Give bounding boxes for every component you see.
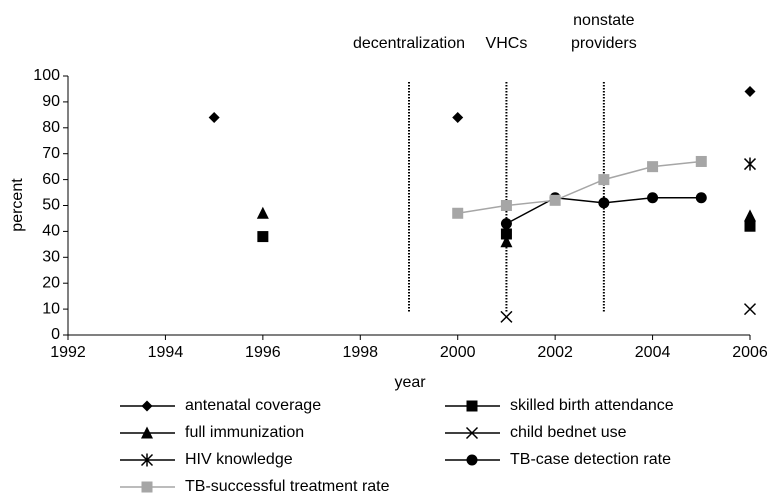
x-tick-label: 2006 xyxy=(732,344,768,361)
marker xyxy=(452,111,464,123)
marker xyxy=(500,200,512,211)
x-tick-label: 1998 xyxy=(342,344,378,361)
y-tick-label: 20 xyxy=(42,274,60,291)
marker xyxy=(141,426,153,439)
marker xyxy=(208,111,220,123)
x-tick-label: 2002 xyxy=(537,344,573,361)
marker xyxy=(743,157,757,171)
y-tick-label: 90 xyxy=(42,93,60,110)
marker xyxy=(140,453,154,467)
marker xyxy=(466,400,478,412)
marker xyxy=(500,310,513,323)
marker xyxy=(141,400,153,412)
event-label: providers xyxy=(571,35,637,52)
series-line xyxy=(457,160,702,215)
marker xyxy=(744,86,756,98)
y-tick-label: 40 xyxy=(42,223,60,240)
legend-label: TB-case detection rate xyxy=(510,451,671,468)
marker xyxy=(598,197,610,209)
marker xyxy=(647,161,659,173)
x-tick-label: 1994 xyxy=(148,344,184,361)
marker xyxy=(500,218,512,230)
marker xyxy=(598,174,610,186)
x-tick-label: 2000 xyxy=(440,344,476,361)
marker xyxy=(500,235,513,248)
marker xyxy=(743,303,757,316)
event-label: VHCs xyxy=(486,35,528,52)
marker xyxy=(466,454,478,466)
y-axis-label: percent xyxy=(9,178,26,232)
marker xyxy=(695,155,707,167)
y-tick-label: 50 xyxy=(42,197,60,214)
y-tick-label: 0 xyxy=(51,326,60,343)
legend-label: skilled birth attendance xyxy=(510,397,674,414)
marker xyxy=(452,207,464,219)
marker xyxy=(695,192,707,204)
x-axis-label: year xyxy=(394,374,426,391)
event-label: nonstate xyxy=(573,12,634,29)
x-tick-label: 1992 xyxy=(50,344,86,361)
legend-label: HIV knowledge xyxy=(185,451,293,468)
marker xyxy=(500,228,512,240)
y-tick-label: 100 xyxy=(33,67,60,84)
marker xyxy=(141,481,153,493)
y-tick-label: 80 xyxy=(42,119,60,136)
legend-label: antenatal coverage xyxy=(185,397,321,414)
marker xyxy=(256,206,269,219)
marker xyxy=(257,231,269,243)
y-tick-label: 10 xyxy=(42,300,60,317)
marker xyxy=(744,220,756,232)
y-tick-label: 70 xyxy=(42,145,60,162)
y-tick-label: 30 xyxy=(42,249,60,266)
marker xyxy=(744,209,756,222)
marker xyxy=(465,426,479,440)
x-tick-label: 1996 xyxy=(245,344,281,361)
legend-label: TB-successful treatment rate xyxy=(185,478,390,495)
marker xyxy=(647,192,659,204)
legend-label: child bednet use xyxy=(510,424,627,441)
marker xyxy=(549,194,561,206)
event-label: decentralization xyxy=(353,35,465,52)
y-tick-label: 60 xyxy=(42,171,60,188)
x-tick-label: 2004 xyxy=(635,344,671,361)
legend-label: full immunization xyxy=(185,424,304,441)
